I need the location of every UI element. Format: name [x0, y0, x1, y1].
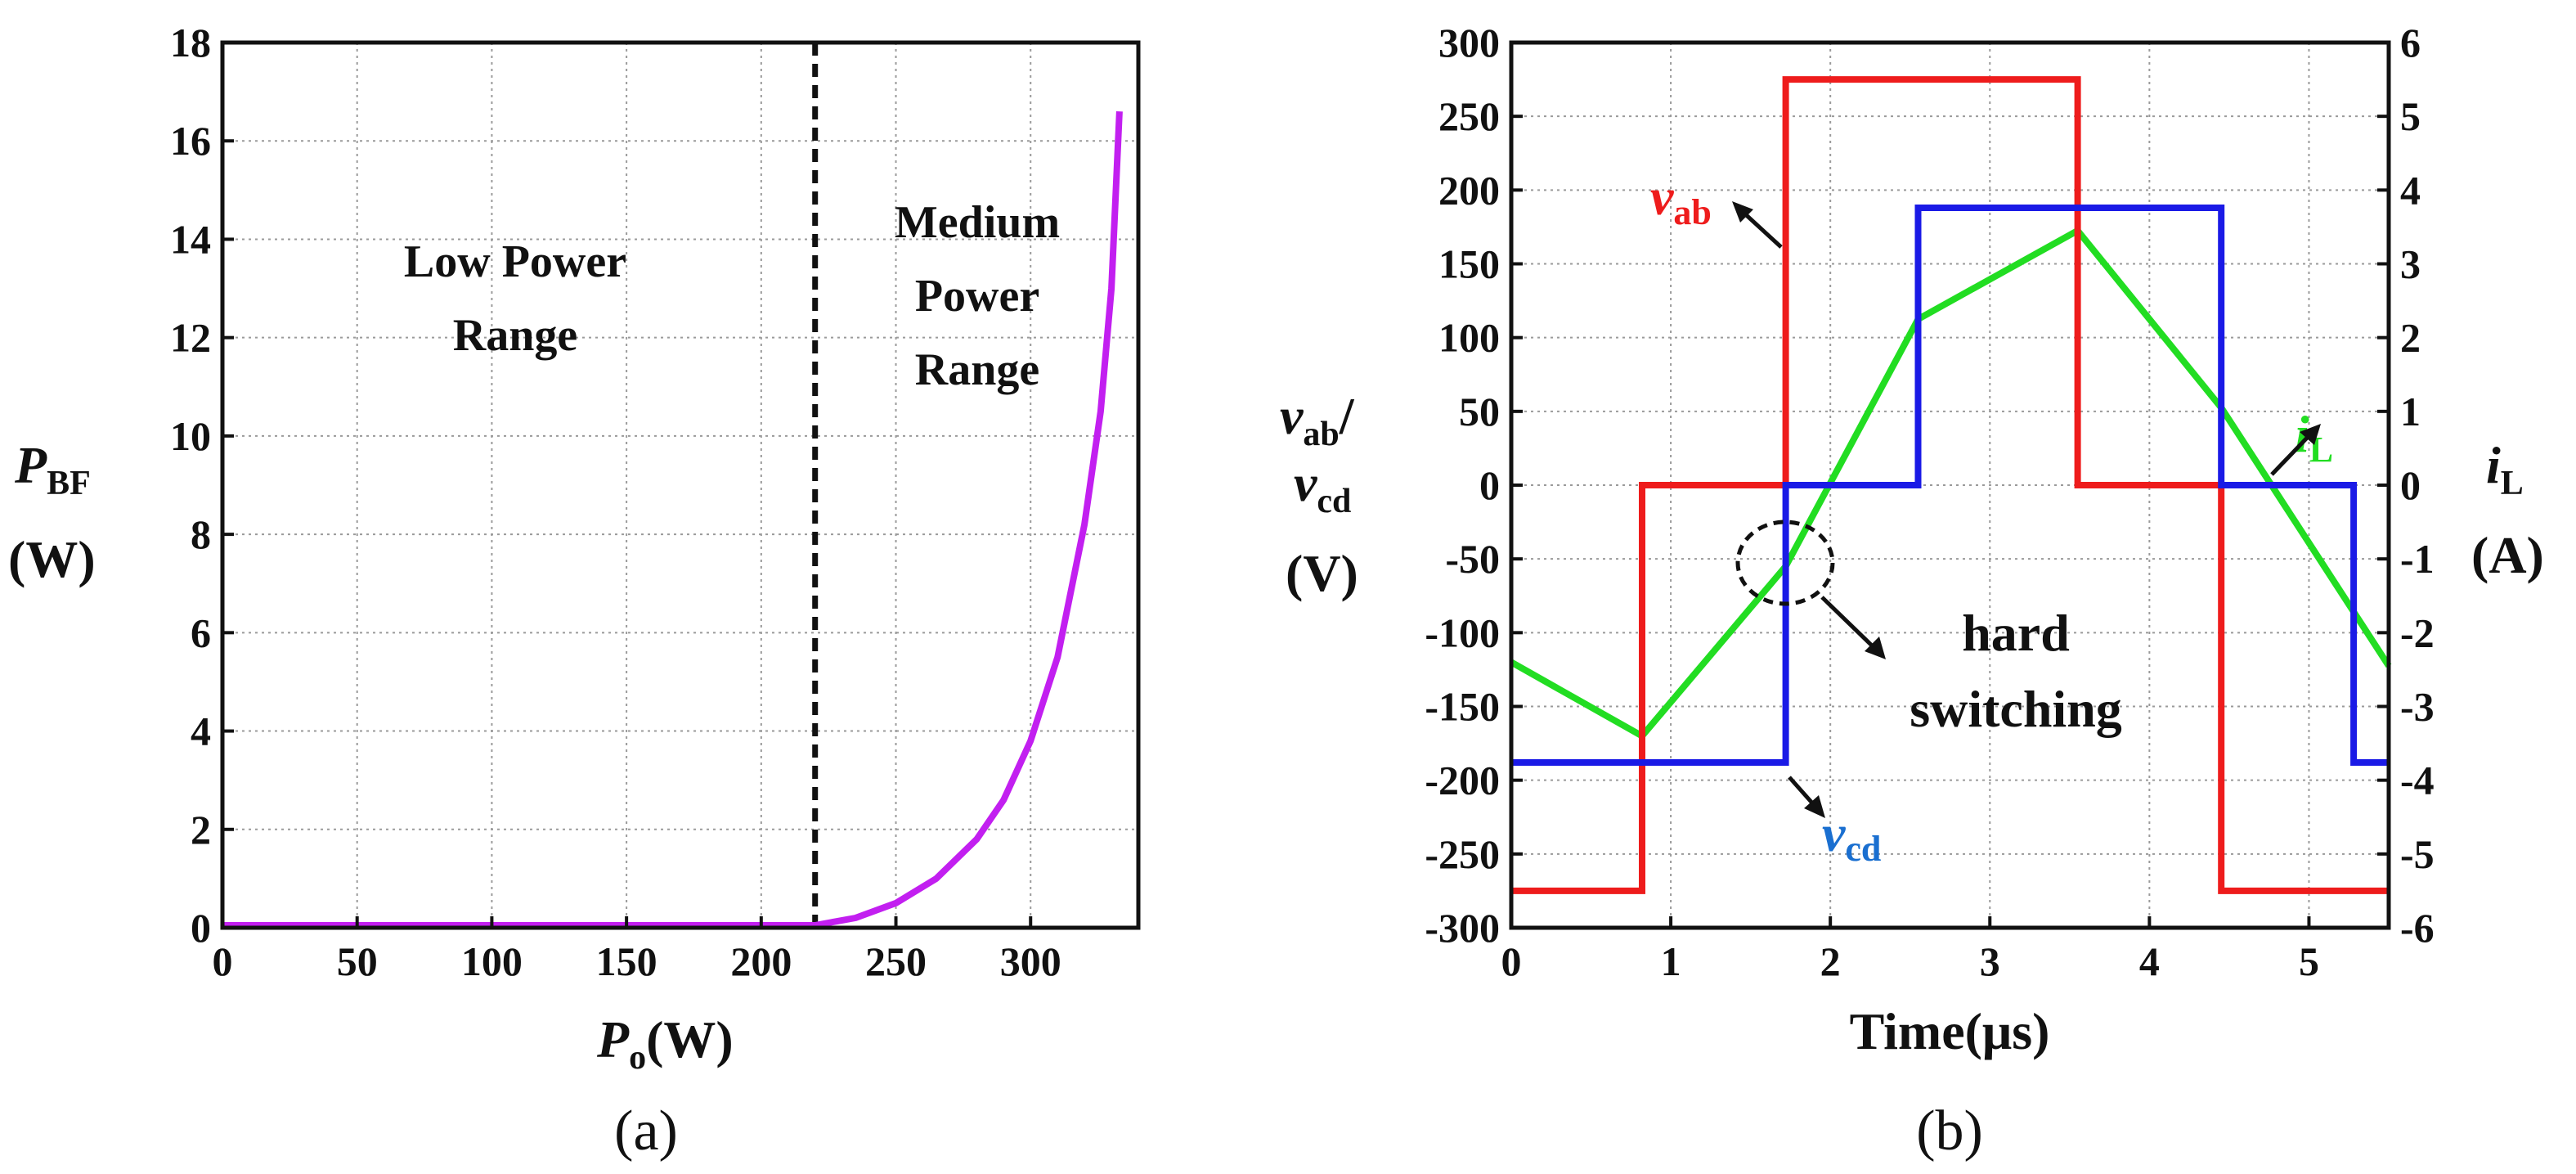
chart-b-series-vab	[1511, 76, 2389, 894]
chart-a-series-pbf	[222, 111, 1123, 929]
chart-b-y-right-label: iL	[2486, 436, 2524, 502]
chart-a-xlabel-unit: (W)	[646, 1010, 734, 1068]
chart-b-x-tick-label: 0	[1501, 938, 1522, 984]
chart-b-y-right-tick-label: 0	[2400, 462, 2421, 508]
chart-b-y-left-tick-label: 150	[1438, 241, 1500, 287]
chart-a-x-tick-label: 50	[337, 938, 378, 984]
chart-a-frame	[220, 40, 1141, 930]
chart-b-y-left-tick-label: -50	[1445, 536, 1500, 582]
chart-b-y-left-tick-label: -150	[1425, 684, 1500, 730]
chart-b-il-arrowhead	[2300, 424, 2321, 445]
chart-b-y-right-tick-label: 4	[2400, 167, 2421, 213]
chart-b-y-left-label-2: vcd	[1294, 454, 1351, 520]
chart-a-x-tick-label: 100	[461, 938, 523, 984]
chart-b-il-arrow	[2270, 432, 2313, 476]
chart-b-vab-label: vab	[1650, 168, 1712, 232]
chart-a-x-tick-label: 200	[730, 938, 792, 984]
chart-a-x-tick-label: 150	[596, 938, 657, 984]
chart-b-y-right-tick-label: -2	[2400, 609, 2435, 655]
chart-b-x-tick-label: 4	[2139, 938, 2160, 984]
chart-a-y-axis-label: PBF	[14, 436, 91, 502]
chart-b-vcd-arrowhead	[1804, 795, 1825, 818]
chart-b-vab-arrowhead	[1732, 201, 1753, 223]
chart-a-y-tick-label: 14	[170, 216, 211, 262]
chart-b-vab-arrow	[1740, 209, 1783, 249]
chart-a-y-tick-label: 2	[191, 807, 211, 852]
chart-b-hard-label-1: hard	[1962, 604, 2070, 662]
chart-b-y-right-tick-label: 3	[2400, 241, 2421, 287]
chart-a-low-range-label-2: Range	[453, 310, 577, 361]
chart-a-xlabel-main: P	[596, 1010, 630, 1068]
chart-b-y-right-tick-label: -3	[2400, 684, 2435, 730]
chart-b-y-left-tick-label: -200	[1425, 758, 1500, 803]
chart-b-hard-label-2: switching	[1910, 680, 2122, 738]
chart-a-x-tick-label: 0	[213, 938, 233, 984]
chart-b-x-ticks: 0 1 2 3 4 5	[1501, 916, 2319, 984]
chart-b-y-right-tick-label: 6	[2400, 20, 2421, 65]
chart-a-x-axis-label: Po(W)	[596, 1010, 734, 1077]
caption-a: (a)	[614, 1100, 678, 1163]
chart-b-y-left-ticks: -300 -250 -200 -150 -100 -50 0 50 100 150 200 250 30…	[1425, 20, 1523, 951]
chart-b-y-left-tick-label: -250	[1425, 831, 1500, 877]
chart-a-plot-area	[222, 43, 1138, 928]
chart-a-y-tick-label: 12	[170, 315, 211, 361]
chart-b-y-left-tick-label: 200	[1438, 167, 1500, 213]
chart-b-hard-switching-arrow	[1820, 596, 1876, 650]
chart-b-x-tick-label: 2	[1820, 938, 1841, 984]
chart-a-x-tick-label: 250	[865, 938, 927, 984]
chart-b-vcd-label: vcd	[1822, 804, 1881, 869]
chart-b-vcd-arrow	[1788, 776, 1817, 808]
chart-a-ylabel-sub: BF	[47, 465, 91, 502]
chart-a-medium-range-label-3: Range	[915, 344, 1039, 395]
chart-b-hard-switching-circle	[1735, 520, 1835, 606]
chart-b-y-right-tick-label: -6	[2400, 905, 2435, 951]
chart-a-xlabel-sub: o	[629, 1039, 646, 1077]
chart-a-ylabel-main: P	[14, 436, 47, 494]
chart-a: 0 50 100 150 200 250 300 0 2 4 6 8 10 12 14 16 18 Low P…	[8, 20, 1141, 1163]
chart-a-y-tick-label: 6	[191, 609, 211, 655]
chart-b-y-left-label-1: vab/	[1280, 387, 1355, 453]
chart-b-y-right-unit: (A)	[2471, 526, 2544, 584]
chart-b-y-right-tick-label: -5	[2400, 831, 2435, 877]
chart-b-y-right-tick-label: -1	[2400, 536, 2435, 582]
chart-a-low-range-label-1: Low Power	[404, 236, 626, 287]
chart-b-y-right-tick-label: 5	[2400, 93, 2421, 139]
chart-a-x-ticks: 0 50 100 150 200 250 300	[213, 916, 1061, 984]
chart-b-x-axis-label: Time(μs)	[1850, 1002, 2050, 1060]
chart-b-x-tick-label: 3	[1980, 938, 2000, 984]
chart-b-y-right-tick-label: -4	[2400, 758, 2435, 803]
chart-a-y-ticks: 0 2 4 6 8 10 12 14 16 18	[170, 20, 234, 951]
chart-b-hard-switching-arrowhead	[1865, 636, 1886, 659]
chart-a-y-axis-unit: (W)	[8, 530, 96, 588]
chart-b-x-tick-label: 5	[2299, 938, 2319, 984]
chart-a-x-tick-label: 300	[1000, 938, 1061, 984]
chart-a-y-tick-label: 0	[191, 905, 211, 951]
chart-b-y-left-tick-label: 300	[1438, 20, 1500, 65]
chart-b-y-left-tick-label: -100	[1425, 609, 1500, 655]
chart-a-medium-range-label-2: Power	[915, 271, 1039, 322]
chart-a-y-tick-label: 18	[170, 20, 211, 65]
chart-b-y-left-tick-label: 50	[1459, 389, 1500, 434]
chart-b-y-left-tick-label: -300	[1425, 905, 1500, 951]
chart-b-y-right-ticks: -6 -5 -4 -3 -2 -1 0 1 2 3 4 5 6	[2377, 20, 2435, 951]
chart-a-y-tick-label: 8	[191, 511, 211, 557]
chart-b-y-left-tick-label: 0	[1479, 462, 1500, 508]
chart-a-medium-range-label-1: Medium	[895, 197, 1060, 248]
chart-b-series-vcd	[1511, 205, 2389, 766]
chart-b-y-right-tick-label: 1	[2400, 389, 2421, 434]
chart-b-y-left-unit: (V)	[1286, 544, 1358, 602]
caption-b: (b)	[1916, 1100, 1983, 1163]
chart-a-y-tick-label: 4	[191, 708, 211, 754]
chart-b-y-left-tick-label: 100	[1438, 315, 1500, 361]
chart-b-y-left-tick-label: 250	[1438, 93, 1500, 139]
chart-a-y-tick-label: 16	[170, 118, 211, 164]
chart-b-x-tick-label: 1	[1661, 938, 1681, 984]
chart-a-y-tick-label: 10	[170, 413, 211, 459]
chart-b-y-right-tick-label: 2	[2400, 315, 2421, 361]
